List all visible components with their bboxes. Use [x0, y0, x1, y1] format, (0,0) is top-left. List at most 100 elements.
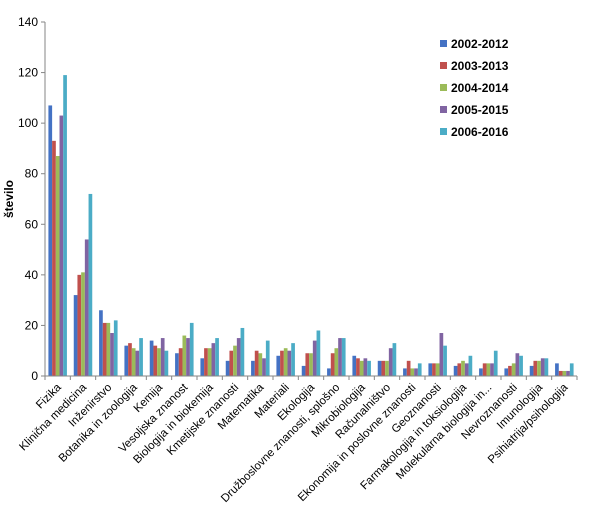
bar-2002-2012-13: [352, 355, 357, 376]
bar-2006-2016-5: [164, 350, 169, 376]
y-tick-label: 140: [18, 15, 38, 29]
legend-swatch: [440, 84, 447, 91]
legend-swatch: [440, 106, 447, 113]
bar-2005-2015-1: [59, 115, 64, 376]
bar-2003-2013-5: [153, 345, 158, 376]
bar-2003-2013-17: [457, 363, 462, 376]
bar-2002-2012-8: [225, 360, 230, 376]
bar-2002-2012-12: [327, 368, 331, 376]
bar-2003-2013-14: [381, 360, 386, 376]
bar-2005-2015-19: [515, 353, 520, 376]
bar-2003-2013-16: [432, 363, 436, 376]
legend-swatch: [440, 40, 447, 47]
bar-2005-2015-13: [363, 358, 368, 376]
bar-2005-2015-20: [540, 358, 545, 376]
bar-2002-2012-6: [175, 353, 179, 376]
y-tick-label: 40: [25, 268, 39, 282]
bar-2005-2015-9: [262, 358, 266, 376]
bar-2005-2015-17: [464, 363, 469, 376]
bar-2004-2014-1: [55, 156, 60, 376]
bar-2004-2014-16: [435, 363, 440, 376]
bar-2002-2012-17: [453, 365, 458, 376]
bar-2005-2015-5: [160, 338, 165, 376]
bar-2006-2016-2: [88, 193, 93, 376]
bar-2004-2014-11: [309, 353, 313, 376]
bar-2002-2012-4: [124, 345, 129, 376]
bar-2003-2013-6: [178, 348, 183, 376]
legend-label: 2005-2015: [451, 103, 509, 117]
y-tick-label: 120: [18, 66, 38, 80]
bar-2003-2013-8: [229, 350, 234, 376]
legend-label: 2003-2013: [451, 59, 509, 73]
bar-2003-2013-3: [102, 322, 107, 376]
bar-2002-2012-9: [251, 360, 255, 376]
legend-swatch: [440, 128, 447, 135]
legend-label: 2002-2012: [451, 37, 509, 51]
bar-2004-2014-5: [157, 348, 161, 376]
bar-2002-2012-14: [377, 360, 382, 376]
y-tick-label: 100: [18, 116, 38, 130]
bars: [48, 75, 574, 376]
bar-2005-2015-2: [84, 239, 89, 376]
bar-2004-2014-4: [131, 348, 136, 376]
bar-2002-2012-5: [149, 340, 154, 376]
bar-2005-2015-6: [186, 338, 190, 376]
bar-2006-2016-6: [189, 322, 194, 376]
bar-2005-2015-8: [236, 338, 241, 376]
bar-2002-2012-18: [479, 368, 483, 376]
bar-2004-2014-8: [233, 345, 237, 376]
legend-swatch: [440, 62, 447, 69]
bar-2006-2016-9: [265, 340, 270, 376]
y-tick-label: 80: [25, 167, 39, 181]
bar-2002-2012-3: [99, 310, 103, 376]
bar-2006-2016-21: [569, 363, 574, 376]
bar-2002-2012-2: [73, 295, 78, 376]
bar-2006-2016-1: [63, 75, 67, 376]
bar-2003-2013-12: [330, 353, 335, 376]
bar-2004-2014-9: [258, 353, 263, 376]
bar-2005-2015-16: [439, 333, 444, 376]
bar-2004-2014-17: [461, 360, 465, 376]
bar-2006-2016-14: [392, 343, 397, 376]
bar-2003-2013-7: [204, 348, 208, 376]
bar-2004-2014-3: [106, 322, 111, 376]
bar-2002-2012-10: [276, 355, 281, 376]
bar-2003-2013-13: [356, 358, 360, 376]
bar-2002-2012-15: [403, 368, 407, 376]
bar-2006-2016-13: [367, 360, 371, 376]
bar-2005-2015-18: [490, 363, 494, 376]
y-axis-label: število: [2, 180, 16, 218]
bar-2003-2013-2: [77, 274, 82, 376]
bar-2004-2014-15: [410, 368, 415, 376]
bar-2006-2016-20: [544, 358, 549, 376]
bar-2006-2016-12: [341, 338, 346, 376]
bar-2003-2013-19: [508, 365, 512, 376]
bar-2004-2014-18: [486, 363, 491, 376]
bar-2006-2016-18: [493, 350, 498, 376]
y-axis: 0 20 40 60 80 100 120 140: [18, 15, 46, 383]
bar-2006-2016-11: [316, 330, 321, 376]
y-tick-label: 20: [25, 318, 39, 332]
legend: 2002-2012 2003-2013 2004-2014 2005-2015 2006…: [440, 37, 509, 139]
bar-2004-2014-14: [385, 360, 389, 376]
y-tick-label: 0: [31, 369, 38, 383]
bar-2004-2014-20: [537, 360, 541, 376]
bar-2003-2013-21: [558, 370, 563, 376]
bar-2005-2015-14: [388, 348, 393, 376]
bar-2003-2013-15: [406, 360, 411, 376]
bar-2002-2012-1: [48, 105, 53, 376]
bar-2004-2014-7: [207, 348, 212, 376]
bar-2005-2015-7: [211, 343, 216, 376]
bar-2006-2016-19: [519, 355, 523, 376]
legend-label: 2004-2014: [451, 81, 509, 95]
bar-2003-2013-10: [280, 350, 284, 376]
bar-2004-2014-19: [511, 363, 516, 376]
bar-2006-2016-16: [443, 345, 447, 376]
bar-2002-2012-16: [428, 363, 433, 376]
bar-2004-2014-6: [182, 335, 187, 376]
bar-2003-2013-1: [52, 140, 56, 376]
bar-2002-2012-19: [504, 368, 509, 376]
bar-2005-2015-10: [287, 350, 292, 376]
